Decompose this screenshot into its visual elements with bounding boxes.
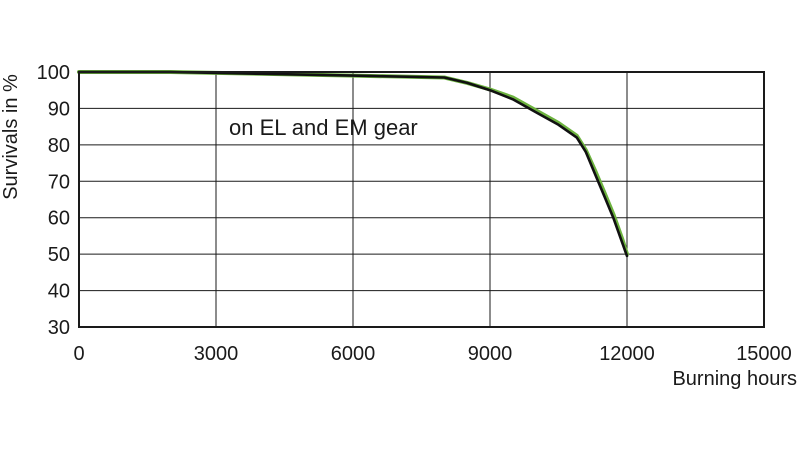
- y-tick-label: 40: [48, 281, 70, 303]
- x-tick-label: 0: [73, 343, 84, 365]
- y-axis-title: Survivals in %: [0, 74, 22, 200]
- series-lines: [77, 70, 629, 258]
- y-tick-label: 60: [48, 208, 70, 230]
- y-tick-label: 70: [48, 171, 70, 193]
- y-tick-label: 100: [37, 62, 70, 84]
- x-tick-label: 9000: [468, 343, 513, 365]
- y-tick-label: 50: [48, 244, 70, 266]
- x-axis-ticks: 0 3000 6000 9000 12000 15000: [73, 343, 791, 365]
- chart-annotation: on EL and EM gear: [229, 115, 418, 140]
- y-tick-label: 30: [48, 317, 70, 339]
- grid-lines: [79, 72, 764, 327]
- x-tick-label: 15000: [736, 343, 792, 365]
- y-tick-label: 90: [48, 98, 70, 120]
- plot-area-frame: [78, 71, 765, 328]
- x-tick-label: 12000: [599, 343, 655, 365]
- y-tick-label: 80: [48, 135, 70, 157]
- series-line-2: [77, 70, 629, 258]
- x-axis-title: Burning hours: [672, 368, 797, 390]
- x-tick-label: 6000: [331, 343, 376, 365]
- y-axis-ticks: 30 40 50 60 70 80 90 100: [37, 62, 70, 339]
- x-tick-label: 3000: [194, 343, 239, 365]
